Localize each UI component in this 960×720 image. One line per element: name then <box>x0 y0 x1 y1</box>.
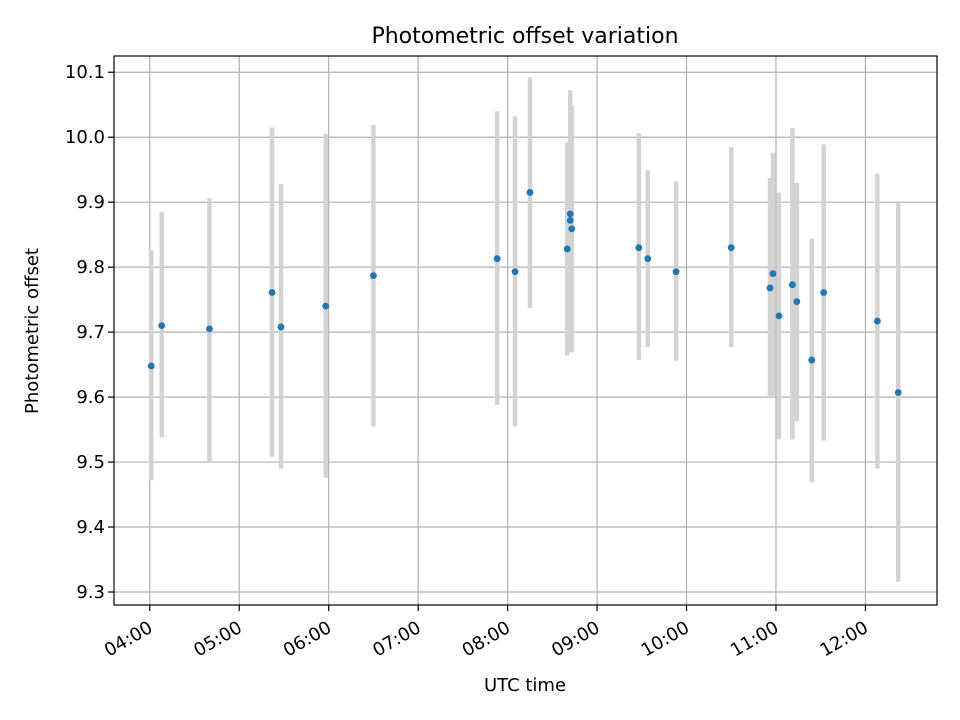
data-point <box>808 356 816 364</box>
data-point <box>769 270 777 278</box>
y-tick-label: 9.7 <box>76 322 105 343</box>
data-point <box>894 389 902 396</box>
y-tick-label: 9.6 <box>76 387 105 408</box>
data-point <box>147 362 155 370</box>
x-axis-title: UTC time <box>484 675 566 696</box>
data-point <box>820 289 828 296</box>
data-point <box>511 268 519 276</box>
data-point <box>277 323 285 331</box>
plot-frame <box>113 55 938 606</box>
data-point <box>635 244 643 252</box>
data-point <box>766 284 774 292</box>
data-point <box>873 317 881 325</box>
data-point <box>493 255 501 263</box>
data-points <box>147 189 902 396</box>
data-point <box>566 210 574 218</box>
data-point <box>672 268 680 276</box>
grid <box>114 56 937 605</box>
data-point <box>775 312 783 320</box>
y-tick-label: 9.3 <box>76 582 105 603</box>
data-point <box>322 302 330 310</box>
data-point <box>566 216 574 224</box>
data-point <box>793 298 801 305</box>
data-point <box>568 225 576 233</box>
chart-title: Photometric offset variation <box>371 24 678 49</box>
data-point <box>526 189 534 196</box>
y-tick-label: 10.0 <box>65 127 105 148</box>
y-tick-label: 9.5 <box>76 452 105 473</box>
data-point <box>563 245 571 253</box>
data-point <box>370 272 377 279</box>
y-tick-label: 9.4 <box>76 517 105 538</box>
data-point <box>788 281 796 289</box>
data-point <box>644 255 652 263</box>
data-point <box>727 244 735 252</box>
y-tick-label: 10.1 <box>65 62 105 83</box>
y-axis-title: Photometric offset <box>22 248 43 414</box>
y-axis-ticks: 9.3 9.4 9.5 9.6 9.7 9.8 9.9 10.0 10.1 <box>65 62 114 603</box>
data-point <box>206 325 213 333</box>
data-point <box>158 322 166 330</box>
y-tick-label: 9.8 <box>76 257 105 278</box>
data-point <box>268 289 276 296</box>
y-tick-label: 9.9 <box>76 192 105 213</box>
